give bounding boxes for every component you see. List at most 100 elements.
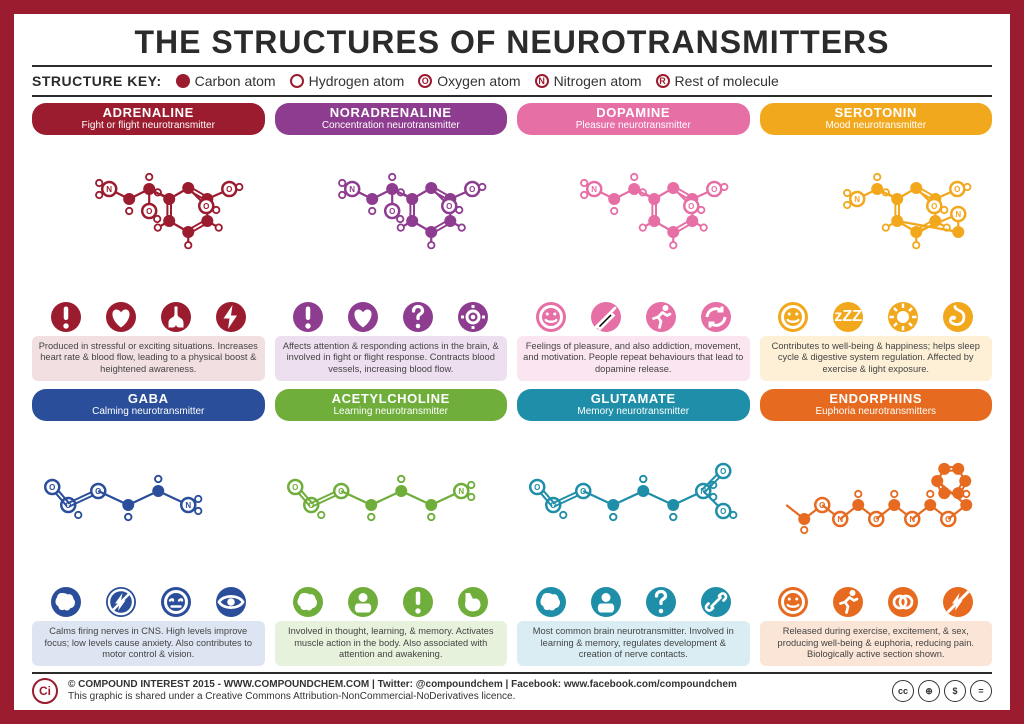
- svg-text:O: O: [146, 207, 152, 216]
- svg-text:O: O: [720, 467, 726, 476]
- card-glutamate: GLUTAMATE Memory neurotransmitter OONOOO…: [517, 389, 750, 667]
- card-icons: [32, 585, 265, 621]
- oxygen-icon: O: [418, 74, 432, 88]
- key-label: STRUCTURE KEY:: [32, 73, 162, 89]
- card-name: GABA: [38, 392, 259, 406]
- molecule-diagram: O O N N: [760, 139, 993, 299]
- card-description: Feelings of pleasure, and also addiction…: [517, 336, 750, 381]
- card-name: ACETYLCHOLINE: [281, 392, 502, 406]
- smile-icon: [778, 587, 808, 617]
- svg-text:N: N: [349, 185, 355, 194]
- svg-text:O: O: [226, 185, 232, 194]
- lungs-icon: [161, 302, 191, 332]
- card-subtitle: Calming neurotransmitter: [38, 406, 259, 417]
- page-title: THE STRUCTURES OF NEUROTRANSMITTERS: [32, 24, 992, 67]
- muscle-icon: [458, 587, 488, 617]
- svg-text:O: O: [49, 483, 55, 492]
- key-carbon: Carbon atom: [176, 73, 276, 89]
- key-oxygen: O Oxygen atom: [418, 73, 520, 89]
- card-acetylcholine: ACETYLCHOLINE Learning neurotransmitter …: [275, 389, 508, 667]
- cards-grid: ADRENALINE Fight or flight neurotransmit…: [32, 103, 992, 666]
- card-subtitle: Euphoria neurotransmitters: [766, 406, 987, 417]
- cc-badge-by: ⊕: [918, 680, 940, 702]
- svg-text:N: N: [185, 501, 191, 510]
- sun-icon: [888, 302, 918, 332]
- svg-text:O: O: [720, 507, 726, 516]
- card-icons: [760, 585, 993, 621]
- svg-text:O: O: [688, 202, 694, 211]
- card-pill: GABA Calming neurotransmitter: [32, 389, 265, 421]
- zzz-icon: zZZ: [833, 302, 863, 332]
- card-icons: [275, 585, 508, 621]
- svg-text:N: N: [854, 195, 860, 204]
- think-icon: [348, 587, 378, 617]
- smile-icon: [536, 302, 566, 332]
- card-icons: zZZ: [760, 300, 993, 336]
- cc-badges: cc⊕$=: [892, 680, 992, 702]
- card-pill: SEROTONIN Mood neurotransmitter: [760, 103, 993, 135]
- card-description: Involved in thought, learning, & memory.…: [275, 621, 508, 666]
- card-description: Released during exercise, excitement, & …: [760, 621, 993, 666]
- card-dopamine: DOPAMINE Pleasure neurotransmitter OON F…: [517, 103, 750, 381]
- brain-icon: [536, 587, 566, 617]
- exclaim-icon: [51, 302, 81, 332]
- key-hydrogen: Hydrogen atom: [290, 73, 405, 89]
- card-name: ENDORPHINS: [766, 392, 987, 406]
- card-noradrenaline: NORADRENALINE Concentration neurotransmi…: [275, 103, 508, 381]
- card-name: SEROTONIN: [766, 106, 987, 120]
- needle-icon: [591, 302, 621, 332]
- smile-icon: [778, 302, 808, 332]
- svg-text:N: N: [458, 487, 464, 496]
- hydrogen-icon: [290, 74, 304, 88]
- molecule-diagram: ONONO: [760, 425, 993, 585]
- card-description: Calms firing nerves in CNS. High levels …: [32, 621, 265, 666]
- gender-icon: [888, 587, 918, 617]
- card-adrenaline: ADRENALINE Fight or flight neurotransmit…: [32, 103, 265, 381]
- key-rest: R Rest of molecule: [656, 73, 779, 89]
- card-subtitle: Learning neurotransmitter: [281, 406, 502, 417]
- nopain-icon: [943, 587, 973, 617]
- card-name: GLUTAMATE: [523, 392, 744, 406]
- eye-icon: [216, 587, 246, 617]
- heart-icon: [106, 302, 136, 332]
- card-name: ADRENALINE: [38, 106, 259, 120]
- rest-icon: R: [656, 74, 670, 88]
- calm-icon: [161, 587, 191, 617]
- svg-text:O: O: [292, 483, 298, 492]
- svg-text:N: N: [955, 210, 961, 219]
- cc-badge-nc: $: [944, 680, 966, 702]
- card-icons: [517, 300, 750, 336]
- molecule-diagram: OONO: [275, 425, 508, 585]
- svg-text:N: N: [591, 185, 597, 194]
- card-name: DOPAMINE: [523, 106, 744, 120]
- card-description: Produced in stressful or exciting situat…: [32, 336, 265, 381]
- card-pill: ADRENALINE Fight or flight neurotransmit…: [32, 103, 265, 135]
- run-icon: [646, 302, 676, 332]
- card-serotonin: SEROTONIN Mood neurotransmitter O O N N zZZ…: [760, 103, 993, 381]
- svg-text:O: O: [711, 185, 717, 194]
- svg-text:O: O: [446, 202, 452, 211]
- card-subtitle: Memory neurotransmitter: [523, 406, 744, 417]
- molecule-diagram: OONO: [32, 425, 265, 585]
- ci-logo: Ci: [32, 678, 58, 704]
- think-icon: [591, 587, 621, 617]
- svg-text:O: O: [954, 185, 960, 194]
- card-pill: ACETYLCHOLINE Learning neurotransmitter: [275, 389, 508, 421]
- footer: Ci © COMPOUND INTEREST 2015 - WWW.COMPOU…: [32, 672, 992, 704]
- focus-icon: [458, 302, 488, 332]
- cycle-icon: [701, 302, 731, 332]
- bolt-icon: [216, 302, 246, 332]
- card-pill: ENDORPHINS Euphoria neurotransmitters: [760, 389, 993, 421]
- key-nitrogen: N Nitrogen atom: [535, 73, 642, 89]
- card-description: Affects attention & responding actions i…: [275, 336, 508, 381]
- footer-text: © COMPOUND INTEREST 2015 - WWW.COMPOUNDC…: [68, 679, 882, 704]
- card-description: Most common brain neurotransmitter. Invo…: [517, 621, 750, 666]
- svg-text:O: O: [931, 202, 937, 211]
- brain-icon: [51, 587, 81, 617]
- svg-text:O: O: [389, 207, 395, 216]
- card-subtitle: Mood neurotransmitter: [766, 120, 987, 131]
- svg-text:O: O: [469, 185, 475, 194]
- card-icons: [275, 300, 508, 336]
- infographic-frame: THE STRUCTURES OF NEUROTRANSMITTERS STRU…: [0, 0, 1024, 724]
- card-subtitle: Concentration neurotransmitter: [281, 120, 502, 131]
